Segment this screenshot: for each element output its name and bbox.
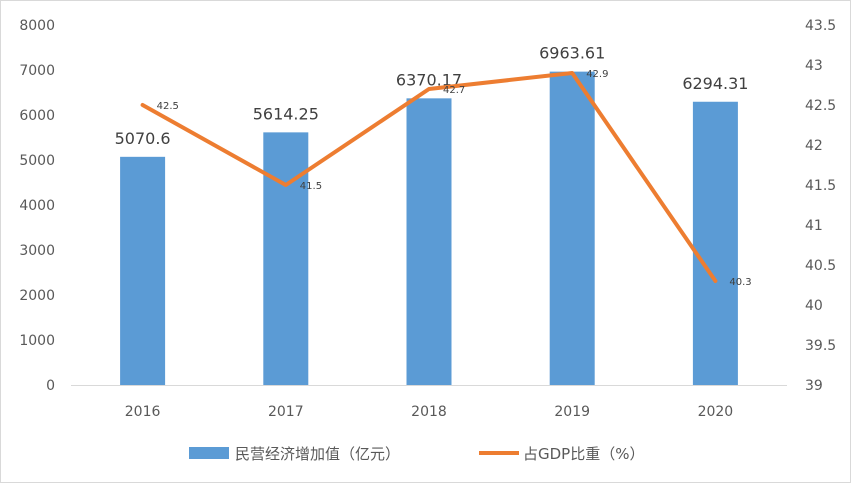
line-data-label: 41.5 [300,181,322,192]
y-right-tick-label: 43 [805,58,823,74]
legend-swatch-bar [189,447,229,459]
y-right-tick-label: 41.5 [805,178,836,194]
x-tick-label: 2020 [698,404,734,420]
line-data-label: 40.3 [729,277,751,288]
y-left-tick-label: 8000 [19,18,55,34]
y-right-tick-label: 39.5 [805,338,836,354]
y-left-tick-label: 7000 [19,63,55,79]
y-left-tick-label: 2000 [19,288,55,304]
y-left-tick-label: 4000 [19,198,55,214]
y-right-tick-label: 40.5 [805,258,836,274]
y-left-tick-label: 5000 [19,153,55,169]
line-data-label: 42.7 [443,85,465,96]
bar [693,102,738,385]
x-tick-label: 2018 [411,404,447,420]
y-right-tick-label: 43.5 [805,18,836,34]
line-data-label: 42.9 [586,69,608,80]
y-right-tick-label: 40 [805,298,823,314]
bar [550,72,595,385]
legend-label-line: 占GDP比重（%） [523,445,644,463]
bar-data-label: 5614.25 [253,104,319,123]
y-right-tick-label: 41 [805,218,823,234]
bar-data-label: 6294.31 [682,74,748,93]
bar [407,98,452,385]
y-left-tick-label: 1000 [19,333,55,349]
legend: 民营经济增加值（亿元） 占GDP比重（%） [189,445,644,463]
y-right-tick-label: 39 [805,378,823,394]
bar-data-label: 6963.61 [539,44,605,63]
y-right-tick-label: 42 [805,138,823,154]
x-tick-label: 2016 [125,404,161,420]
legend-label-bar: 民营经济增加值（亿元） [235,445,400,463]
x-tick-label: 2017 [268,404,304,420]
bar [263,132,308,385]
y-right-tick-label: 42.5 [805,98,836,114]
line-data-label: 42.5 [157,101,179,112]
y-left-tick-label: 3000 [19,243,55,259]
y-left-tick-label: 0 [46,378,55,394]
bar-data-label: 5070.6 [115,129,171,148]
y-left-tick-label: 6000 [19,108,55,124]
x-tick-label: 2019 [554,404,590,420]
bar [120,157,165,385]
